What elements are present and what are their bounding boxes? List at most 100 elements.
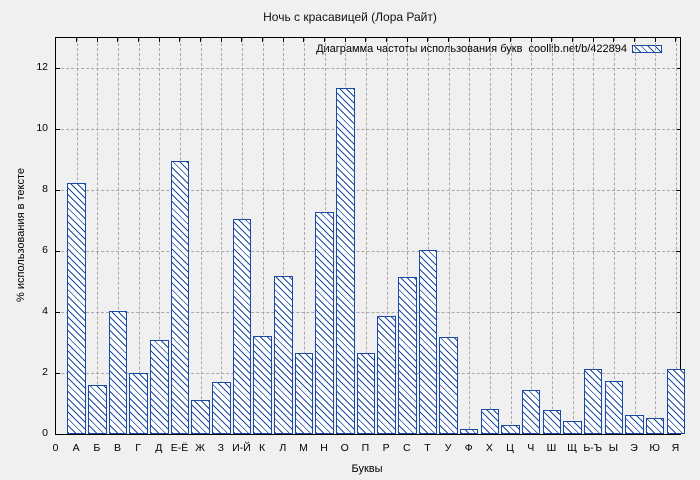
bar: [67, 182, 86, 434]
x-tick-mark: [344, 38, 346, 42]
v-gridline: [386, 38, 388, 434]
x-tick-mark: [592, 38, 594, 42]
bar: [377, 315, 396, 434]
x-tick-label: К: [259, 442, 266, 454]
bar: [398, 277, 417, 434]
y-tick-mark: [56, 67, 60, 69]
y-tick-mark: [56, 372, 60, 374]
x-tick-mark: [406, 38, 408, 42]
v-gridline: [117, 38, 119, 434]
x-tick-mark: [324, 38, 326, 42]
bar: [88, 384, 107, 434]
x-tick-label: Ю: [649, 442, 661, 454]
y-tick-label: 2: [42, 366, 48, 379]
x-tick-label: Х: [485, 442, 493, 454]
x-tick-label: Л: [279, 442, 287, 454]
x-tick-mark: [489, 38, 491, 42]
v-gridline: [427, 38, 429, 434]
x-tick-label: Ч: [527, 442, 535, 454]
v-gridline: [159, 38, 161, 434]
y-tick-mark: [676, 311, 680, 313]
v-gridline: [365, 38, 367, 434]
y-tick-mark: [56, 250, 60, 252]
bar: [108, 310, 128, 434]
x-tick-label: Е-Ё: [170, 442, 189, 454]
v-gridline: [200, 38, 202, 434]
x-tick-mark: [117, 38, 119, 42]
bar: [170, 161, 190, 434]
x-tick-mark: [262, 38, 264, 42]
y-tick-mark: [676, 128, 680, 130]
v-gridline: [303, 38, 305, 434]
v-gridline: [655, 38, 657, 434]
bar: [521, 390, 541, 434]
v-gridline: [283, 38, 285, 434]
v-gridline: [531, 38, 533, 434]
y-tick-label: 12: [36, 61, 48, 74]
bar: [563, 421, 582, 434]
x-tick-label: Ь-Ъ: [583, 442, 603, 454]
bar: [356, 352, 376, 434]
x-tick-mark: [613, 38, 615, 42]
y-tick-label: 8: [42, 183, 48, 196]
v-gridline: [613, 38, 615, 434]
x-tick-mark: [76, 38, 78, 42]
x-tick-mark: [282, 38, 284, 42]
x-tick-mark: [675, 38, 677, 42]
x-tick-mark: [634, 38, 636, 42]
x-tick-label: З: [217, 442, 224, 454]
x-tick-mark: [138, 38, 140, 42]
v-gridline: [593, 38, 595, 434]
v-gridline: [221, 38, 223, 434]
plot-area: [55, 37, 686, 435]
x-tick-label: С: [402, 442, 411, 454]
v-gridline: [489, 38, 491, 434]
v-gridline: [510, 38, 512, 434]
v-gridline: [407, 38, 409, 434]
y-tick-label: 4: [42, 305, 48, 318]
x-tick-label: Б: [93, 442, 101, 454]
bar: [459, 429, 479, 434]
x-tick-label: Я: [671, 442, 680, 454]
x-tick-label: Р: [382, 442, 390, 454]
y-tick-mark: [676, 250, 680, 252]
y-tick-mark: [676, 189, 680, 191]
x-tick-label: 0: [52, 442, 59, 454]
bar: [625, 414, 644, 434]
bar: [439, 337, 458, 434]
x-tick-label: И-Й: [232, 442, 251, 454]
x-tick-mark: [468, 38, 470, 42]
bar: [129, 373, 148, 434]
x-tick-label: Н: [320, 442, 328, 454]
bar: [542, 409, 562, 434]
y-tick-mark: [56, 433, 60, 435]
x-tick-label: Г: [135, 442, 141, 454]
x-tick-label: У: [444, 442, 452, 454]
bar: [480, 409, 500, 434]
bar: [645, 418, 665, 434]
x-tick-mark: [96, 38, 98, 42]
x-tick-mark: [510, 38, 512, 42]
x-tick-mark: [551, 38, 553, 42]
v-gridline: [634, 38, 636, 434]
x-tick-label: Щ: [567, 442, 577, 454]
h-gridline: [56, 68, 680, 70]
y-tick-mark: [56, 311, 60, 313]
y-tick-mark: [676, 433, 680, 435]
x-tick-mark: [158, 38, 160, 42]
x-tick-label: Т: [424, 442, 431, 454]
v-gridline: [551, 38, 553, 434]
bar: [583, 368, 603, 434]
x-tick-label: Э: [630, 442, 638, 454]
h-gridline: [56, 251, 680, 253]
chart-title: Ночь с красавицей (Лора Райт): [263, 10, 437, 24]
bar: [274, 275, 293, 434]
h-gridline: [56, 129, 680, 131]
bar: [336, 88, 355, 434]
x-tick-label: Ф: [464, 442, 473, 454]
x-tick-mark: [179, 38, 181, 42]
x-tick-label: Д: [155, 442, 163, 454]
v-gridline: [138, 38, 140, 434]
bar: [604, 380, 624, 434]
